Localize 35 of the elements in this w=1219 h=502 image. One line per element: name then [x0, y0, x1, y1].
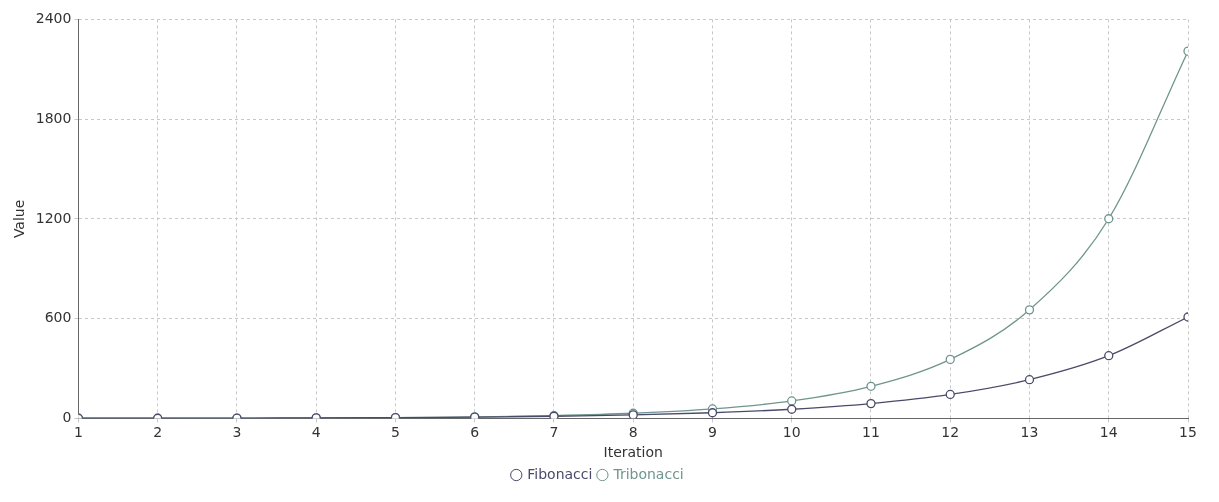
y-tick-label: 1200	[35, 209, 72, 226]
x-tick-label: 11	[862, 424, 880, 441]
x-tick-label: 10	[782, 424, 801, 441]
x-tick-label: 1	[73, 424, 83, 441]
point	[1104, 214, 1114, 224]
point	[1024, 305, 1035, 315]
x-tick-label: 4	[311, 424, 321, 441]
x-tick-label: 2	[153, 424, 163, 441]
x-tick-label: 12	[941, 424, 960, 441]
point	[787, 396, 797, 406]
x-tick-label: 5	[390, 424, 400, 441]
point	[866, 381, 876, 391]
x-tick-label: 9	[708, 424, 717, 441]
legend-label: Tribonacci	[612, 465, 684, 482]
y-tick-label: 1800	[35, 109, 72, 126]
legend-label: Fibonacci	[527, 465, 593, 482]
point	[945, 389, 955, 400]
x-tick-label: 15	[1179, 424, 1197, 441]
point	[945, 354, 955, 365]
y-tick-label: 600	[44, 309, 72, 326]
x-tick-label: 7	[549, 424, 559, 441]
x-tick-label: 14	[1099, 424, 1118, 441]
point	[1024, 375, 1035, 385]
point	[1104, 351, 1114, 361]
point	[866, 398, 876, 409]
x-tick-label: 13	[1020, 424, 1039, 441]
x-tick-label: 8	[628, 424, 638, 441]
y-axis-title: Value	[11, 199, 28, 239]
x-tick-label: 6	[470, 424, 480, 441]
y-tick-label: 2400	[35, 10, 72, 27]
point	[787, 404, 797, 414]
x-tick-label: 3	[232, 424, 242, 441]
x-axis-title: Iteration	[603, 444, 663, 461]
y-tick-label: 0	[62, 409, 72, 426]
point	[707, 408, 718, 418]
